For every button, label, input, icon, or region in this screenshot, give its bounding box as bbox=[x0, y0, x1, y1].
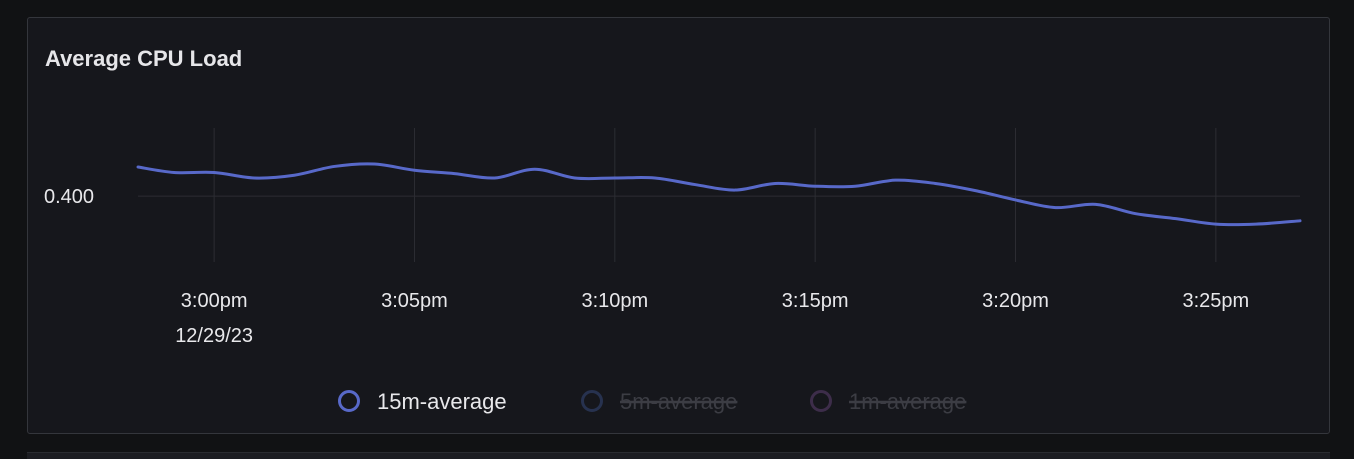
legend-marker bbox=[338, 390, 360, 412]
legend-item-1m-average[interactable]: 1m-average bbox=[810, 389, 967, 414]
legend-marker bbox=[581, 390, 603, 412]
chart-panel: Average CPU Load bbox=[27, 17, 1330, 434]
next-panel-edge bbox=[27, 452, 1330, 459]
x-tick-label: 3:00pm bbox=[181, 290, 248, 312]
legend-item-15m-average[interactable]: 15m-average bbox=[338, 389, 507, 414]
axis-labels: 3:00pm 12/29/23 3:05pm 3:10pm 3:15pm 3:20pm 3:… bbox=[44, 186, 1249, 347]
legend-label: 15m-average bbox=[377, 389, 507, 414]
x-tick-label: 3:05pm bbox=[381, 290, 448, 312]
y-tick-label: 0.400 bbox=[44, 186, 94, 208]
grid-lines bbox=[138, 128, 1300, 262]
x-tick-label: 3:10pm bbox=[581, 290, 648, 312]
legend-item-5m-average[interactable]: 5m-average bbox=[581, 389, 738, 414]
panel-title: Average CPU Load bbox=[45, 46, 243, 71]
legend-marker bbox=[810, 390, 832, 412]
legend: 15m-average 5m-average 1m-average bbox=[338, 389, 967, 414]
series-lines bbox=[136, 162, 1302, 227]
x-tick-label: 3:15pm bbox=[782, 290, 849, 312]
series-line-15m-average bbox=[136, 162, 1302, 227]
x-tick-label: 3:20pm bbox=[982, 290, 1049, 312]
x-tick-label: 3:25pm bbox=[1182, 290, 1249, 312]
x-tick-date-label: 12/29/23 bbox=[175, 325, 253, 347]
